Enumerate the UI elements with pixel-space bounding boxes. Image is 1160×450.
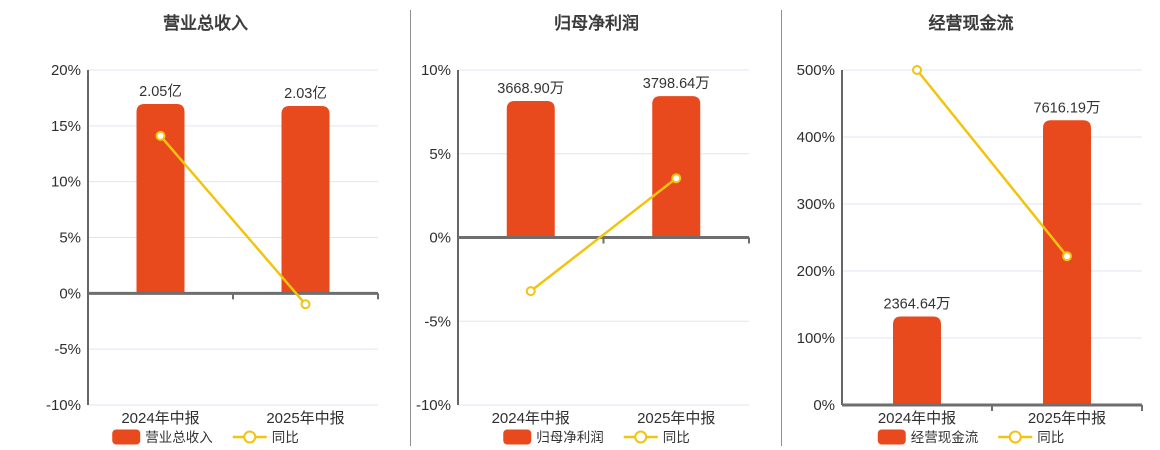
bar-value-label: 2364.64万 [884,297,951,313]
bar-value-label: 2.03亿 [284,85,327,102]
yoy-line [915,68,1069,258]
y-tick-label: 10% [421,62,451,79]
y-tick-label: 5% [429,146,451,163]
y-tick-label: 20% [51,62,81,79]
yoy-line [159,134,307,306]
legend-line-label: 同比 [272,430,299,445]
yoy-line [529,176,678,293]
panel-divider-2 [781,10,782,446]
y-tick-label: 10% [51,174,81,191]
legend-item-bar-series[interactable]: 经营现金流 [877,429,979,446]
legend-line-marker [1008,430,1022,444]
legend-item-bar-series[interactable]: 归母净利润 [503,429,604,445]
bar-2025年中报 [281,105,330,294]
x-category-label: 2024年中报 [121,410,199,427]
x-category-label: 2025年中报 [1028,410,1106,427]
y-tick-label: -10% [416,397,451,414]
y-tick-label: 100% [797,330,835,347]
x-category-label: 2025年中报 [266,410,344,427]
chart-title-revenue: 营业总收入 [163,14,248,33]
legend-bar-swatch [112,429,141,445]
bar-value-label: 3798.64万 [643,76,710,92]
legend-bar-swatch [877,429,906,445]
y-tick-label: 15% [51,118,81,135]
x-category-label: 2025年中报 [637,410,715,427]
y-tick-label: 0% [59,285,81,302]
yoy-line-marker [300,299,311,310]
legend-bar-label: 营业总收入 [145,430,213,445]
legend-item-yoy-line[interactable]: 同比 [623,430,690,445]
legend-line-label: 同比 [1037,430,1064,445]
bar-2024年中报 [506,100,555,238]
legend-line-marker [243,430,257,444]
y-tick-label: 0% [429,230,451,247]
legend-line-label: 同比 [663,430,690,445]
x-category-label: 2024年中报 [492,410,570,427]
yoy-line-marker [525,286,536,297]
chart-panel-revenue: 营业总收入 20% 15% 10% 5% 0% -5% -10% 2.05亿 2.03亿 2024… [0,0,411,450]
y-tick-label: -5% [54,341,81,358]
x-category-label: 2024年中报 [878,410,956,427]
bar-value-label: 3668.90万 [497,81,564,97]
y-tick-label: 400% [797,129,835,146]
panel-divider-1 [410,10,411,446]
y-tick-label: -10% [46,397,81,414]
yoy-line-marker [912,65,922,75]
y-tick-label: 0% [813,397,835,414]
legend-item-yoy-line[interactable]: 同比 [998,430,1064,445]
y-tick-label: 5% [59,230,81,247]
legend-item-bar-series[interactable]: 营业总收入 [112,429,213,446]
legend-line-marker [634,430,648,444]
bar-value-label: 7616.19万 [1034,100,1101,116]
y-tick-label: 500% [797,62,835,79]
legend-bar-label: 归母净利润 [536,429,604,445]
yoy-line-marker [671,173,682,184]
cash-flow-chart-canvas: 500% 400% 300% 200% 100% 0% 2364.64万 7616.19万 20… [797,62,1143,446]
chart-panel-cash-flow: 经营现金流 500% 400% 300% 200% 100% 0% 2364.64万 7616… [782,0,1160,450]
legend-bar-swatch [503,429,532,445]
yoy-line-marker [155,130,166,141]
revenue-chart-canvas: 20% 15% 10% 5% 0% -5% -10% 2.05亿 2.03亿 2024年中报 202… [46,62,379,446]
chart-title-cash-flow: 经营现金流 [928,14,1014,33]
legend-item-yoy-line[interactable]: 同比 [232,430,299,445]
yoy-line-marker [1062,251,1072,262]
bar-2025年中报 [652,96,701,238]
chart-panel-net-profit: 归母净利润 10% 5% 0% -5% -10% 3668.90万 3798.64万 2024… [411,0,782,450]
y-tick-label: -5% [424,313,451,330]
y-tick-label: 200% [797,263,835,280]
legend-bar-label: 经营现金流 [911,430,979,445]
bar-2025年中报 [1043,120,1091,405]
chart-title-net-profit: 归母净利润 [554,14,639,33]
y-tick-label: 300% [797,196,835,213]
bar-2024年中报 [893,316,941,405]
bar-value-label: 2.05亿 [139,83,182,100]
net-profit-chart-canvas: 10% 5% 0% -5% -10% 3668.90万 3798.64万 2024年中报 202… [416,62,750,445]
